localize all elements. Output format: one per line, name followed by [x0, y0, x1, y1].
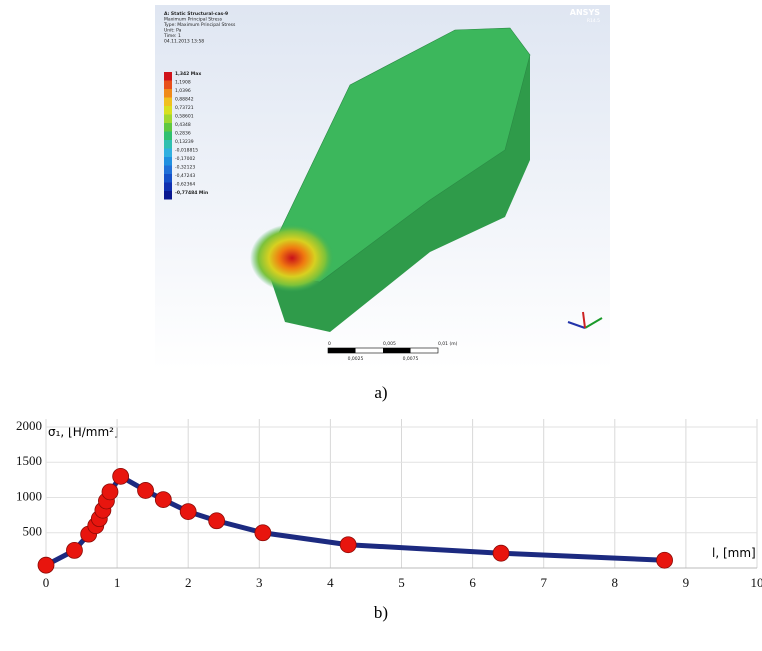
legend-swatch	[164, 166, 172, 175]
legend-swatch	[164, 132, 172, 141]
scale-bar	[328, 348, 356, 353]
legend-swatch	[164, 149, 172, 158]
legend-label: 0,58601	[175, 114, 194, 120]
x-tick-label: 8	[612, 575, 619, 590]
data-point	[113, 468, 129, 484]
stress-zone	[250, 224, 334, 292]
data-point	[255, 525, 271, 541]
data-point	[138, 482, 154, 498]
legend-swatch	[164, 72, 172, 81]
header-line: Unit: Pa	[164, 28, 182, 34]
legend-swatch	[164, 183, 172, 192]
brand: ANSYS	[570, 8, 600, 17]
legend-swatch	[164, 115, 172, 124]
data-point	[66, 542, 82, 558]
legend-swatch	[164, 123, 172, 132]
legend-label: -0,32123	[175, 165, 195, 171]
legend-label: 1,342 Max	[175, 71, 201, 77]
scale-label: 0,0025	[348, 356, 364, 362]
caption: a)	[374, 383, 387, 402]
scale-label: 0,005	[383, 341, 396, 347]
legend-label: 0,13239	[175, 139, 194, 145]
legend-swatch	[164, 174, 172, 183]
legend-swatch	[164, 81, 172, 90]
legend-label: -0,018815	[175, 148, 198, 154]
x-tick-label: 10	[751, 575, 762, 590]
header-line: Type: Maximum Principal Stress	[163, 22, 236, 28]
data-point	[493, 545, 509, 561]
y-tick-label: 500	[23, 524, 43, 539]
header-line: 04.11.2013 13:58	[164, 39, 204, 45]
version: R14.5	[587, 18, 600, 24]
scale-label: 0,01 (m)	[438, 341, 458, 347]
header-line: Maximum Principal Stress	[164, 17, 223, 23]
x-tick-label: 3	[256, 575, 263, 590]
x-tick-label: 6	[469, 575, 476, 590]
header-line: Time: 1	[163, 33, 181, 39]
y-tick-label: 1000	[16, 488, 42, 503]
x-axis-label: l, [mm]	[712, 546, 756, 560]
data-point	[657, 552, 673, 568]
scale-bar	[383, 348, 411, 353]
data-point	[102, 484, 118, 500]
legend-label: 0,88842	[175, 97, 194, 103]
legend-swatch	[164, 191, 172, 200]
x-tick-label: 2	[185, 575, 192, 590]
data-point	[209, 513, 225, 529]
legend-swatch	[164, 98, 172, 107]
data-point	[155, 492, 171, 508]
x-tick-label: 1	[114, 575, 121, 590]
data-point	[180, 504, 196, 520]
x-tick-label: 5	[398, 575, 405, 590]
caption: b)	[374, 603, 388, 622]
header-line: A: Static Structural-cas-9	[164, 11, 228, 17]
legend-label: -0,77484 Min	[175, 190, 208, 196]
scale-label: 0,0075	[403, 356, 419, 362]
y-tick-label: 1500	[16, 453, 42, 468]
legend-swatch	[164, 157, 172, 166]
panel-a: 1,342 Max 1,1908 1,0396 0,88842 0,73721 0,586…	[155, 5, 610, 402]
data-point	[38, 557, 54, 573]
y-tick-label: 2000	[16, 418, 42, 433]
legend-label: -0,62364	[175, 182, 195, 188]
legend-label: 0,73721	[175, 105, 194, 111]
x-tick-label: 0	[43, 575, 50, 590]
legend-label: 1,0396	[175, 88, 191, 94]
x-tick-label: 7	[540, 575, 547, 590]
legend-label: -0,47243	[175, 173, 195, 179]
legend-swatch	[164, 106, 172, 115]
legend-label: 1,1908	[175, 80, 191, 86]
data-point	[340, 537, 356, 553]
x-tick-label: 9	[683, 575, 690, 590]
scale-label: 0	[328, 341, 331, 347]
x-tick-label: 4	[327, 575, 334, 590]
legend-label: 0,2836	[175, 131, 191, 137]
legend-label: 0,4348	[175, 122, 191, 128]
legend-swatch	[164, 89, 172, 98]
figure: 1,342 Max 1,1908 1,0396 0,88842 0,73721 0,586…	[0, 0, 762, 651]
legend-label: -0,17002	[175, 156, 195, 162]
legend-swatch	[164, 140, 172, 149]
